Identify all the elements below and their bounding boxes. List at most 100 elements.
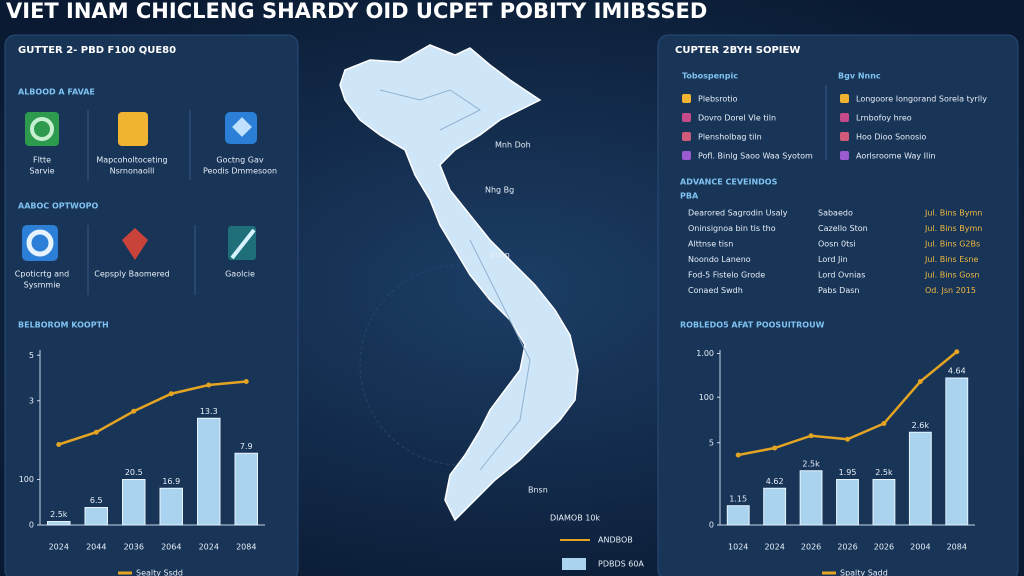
table-cell: Od. Jsn 2015 xyxy=(925,286,976,295)
table-cell: Oninsignoa bin tis tho xyxy=(688,224,776,233)
bar xyxy=(836,479,859,526)
x-tick-label: 1024 xyxy=(728,543,748,552)
value-label: 6.5 xyxy=(90,496,103,505)
y-tick-label: 5 xyxy=(29,351,34,360)
table-cell: Noondo Laneno xyxy=(688,255,751,264)
list-item: Plebsrotio xyxy=(698,95,738,104)
value-label: 1.15 xyxy=(729,494,747,503)
icon xyxy=(22,225,256,261)
line-point xyxy=(735,452,741,458)
value-label: 13.3 xyxy=(200,407,218,416)
panel-header: CUPTER 2BYH SOPIEW xyxy=(675,45,800,56)
y-tick-label: 100 xyxy=(699,393,714,402)
value-label: 16.9 xyxy=(162,477,180,486)
list-icon xyxy=(682,151,691,160)
value-label: 4.62 xyxy=(766,477,784,486)
map-legend-label: DIAMOB 10k xyxy=(550,514,600,523)
value-label: 2.6k xyxy=(912,421,930,430)
table-cell: Oosn 0tsi xyxy=(818,240,856,249)
list-item: Plensholbag tiln xyxy=(698,133,762,142)
line-point xyxy=(168,391,174,397)
x-tick-label: 2064 xyxy=(161,543,181,552)
y-tick-label: 100 xyxy=(19,475,34,484)
list-item: Longoore Iongorand Sorela tyrlly xyxy=(856,95,987,104)
table-cell: Jul. Bins Gosn xyxy=(924,271,980,280)
line-point xyxy=(206,382,212,388)
column-heading: Tobospenpic xyxy=(682,72,738,81)
x-tick-label: 2024 xyxy=(49,543,69,552)
map-label: Mnh Doh xyxy=(495,141,531,150)
table-cell: Conaed Swdh xyxy=(688,286,743,295)
bar xyxy=(159,487,183,526)
table-cell: Jul. Bins Bymn xyxy=(924,209,982,218)
table-subheading: PBA xyxy=(680,192,699,201)
value-label: 2.5k xyxy=(875,468,893,477)
icon-caption: Cpoticrtg and xyxy=(15,270,69,279)
section-heading: AABOC OPTWOPO xyxy=(18,202,99,211)
x-tick-label: 2026 xyxy=(837,543,857,552)
table-cell: Fod-5 Fistelo Grode xyxy=(688,271,765,280)
line-point xyxy=(93,429,99,435)
list-icon xyxy=(840,132,849,141)
x-tick-label: 2024 xyxy=(764,543,784,552)
list-icon xyxy=(682,132,691,141)
section-heading: ALBOOD A FAVAE xyxy=(18,88,95,97)
list-icon xyxy=(682,94,691,103)
y-tick-label: 0 xyxy=(709,521,714,530)
bar xyxy=(799,470,823,526)
map-border xyxy=(379,89,481,131)
list-icon xyxy=(840,94,849,103)
line-series xyxy=(58,380,247,446)
line-point xyxy=(808,433,814,439)
icon-caption: Sarvie xyxy=(29,167,54,176)
list-icon xyxy=(682,113,691,122)
line-point xyxy=(845,436,850,442)
table-cell: Pabs Dasn xyxy=(818,286,859,295)
table-cell: Jul. Bins Esne xyxy=(924,255,979,264)
panel-header: GUTTER 2- PBD F100 QUE80 xyxy=(18,45,176,56)
left-panel xyxy=(4,34,299,576)
table-cell: Lord Ovnias xyxy=(818,271,865,280)
bar xyxy=(84,507,108,526)
value-label: 20.5 xyxy=(125,468,143,477)
list-item: Hoo Dioo Sonosio xyxy=(856,133,926,142)
map-label: Bbsn xyxy=(490,251,510,260)
column-heading: Bgv Nnnc xyxy=(838,72,881,81)
table-cell: Lord Jin xyxy=(818,255,848,264)
bar xyxy=(908,431,932,526)
value-label: 1.95 xyxy=(839,468,857,477)
table-heading: ADVANCE CEVEINDOS xyxy=(680,178,778,187)
x-tick-label: 2026 xyxy=(801,543,821,552)
icon-caption: Goctng Gav xyxy=(216,156,263,165)
bar xyxy=(234,452,258,526)
y-tick-label: 1.00 xyxy=(696,349,714,358)
x-tick-label: 2026 xyxy=(874,543,894,552)
map-border xyxy=(469,239,531,471)
list-item: Aorlsroome Way Ilin xyxy=(856,152,936,161)
list-item: Pofl. Binlg Saoo Waa Syotom xyxy=(698,152,813,161)
list-item: Dovro Dorel Vle tiln xyxy=(698,114,776,123)
line-point xyxy=(243,379,249,384)
bar xyxy=(197,417,221,526)
map-legend-label: ANDBOB xyxy=(598,536,633,545)
bar xyxy=(726,505,750,526)
line-point xyxy=(56,442,62,447)
icon-caption: Nsrnonaolll xyxy=(110,167,155,176)
value-label: 7.9 xyxy=(240,442,253,451)
page-title: VIET INAM CHICLENG SHARDY OID UCPET POBI… xyxy=(6,0,707,23)
bar xyxy=(122,479,146,526)
list-item: Lrnbofoy hreo xyxy=(856,114,912,123)
x-tick-label: 2004 xyxy=(910,543,930,552)
table-cell: Jul. Bins Bymn xyxy=(924,224,982,233)
x-tick-label: 2084 xyxy=(236,543,256,552)
y-tick-label: 5 xyxy=(709,438,714,447)
icon-caption: Mapcoholtoceting xyxy=(96,156,167,165)
line-point xyxy=(954,349,960,355)
list-icon xyxy=(840,151,849,160)
y-tick-label: 0 xyxy=(29,521,34,530)
y-tick-label: 3 xyxy=(29,396,34,405)
legend-box xyxy=(562,558,586,570)
bar xyxy=(763,487,787,526)
legend-label: Spalty Sadd xyxy=(840,569,888,576)
